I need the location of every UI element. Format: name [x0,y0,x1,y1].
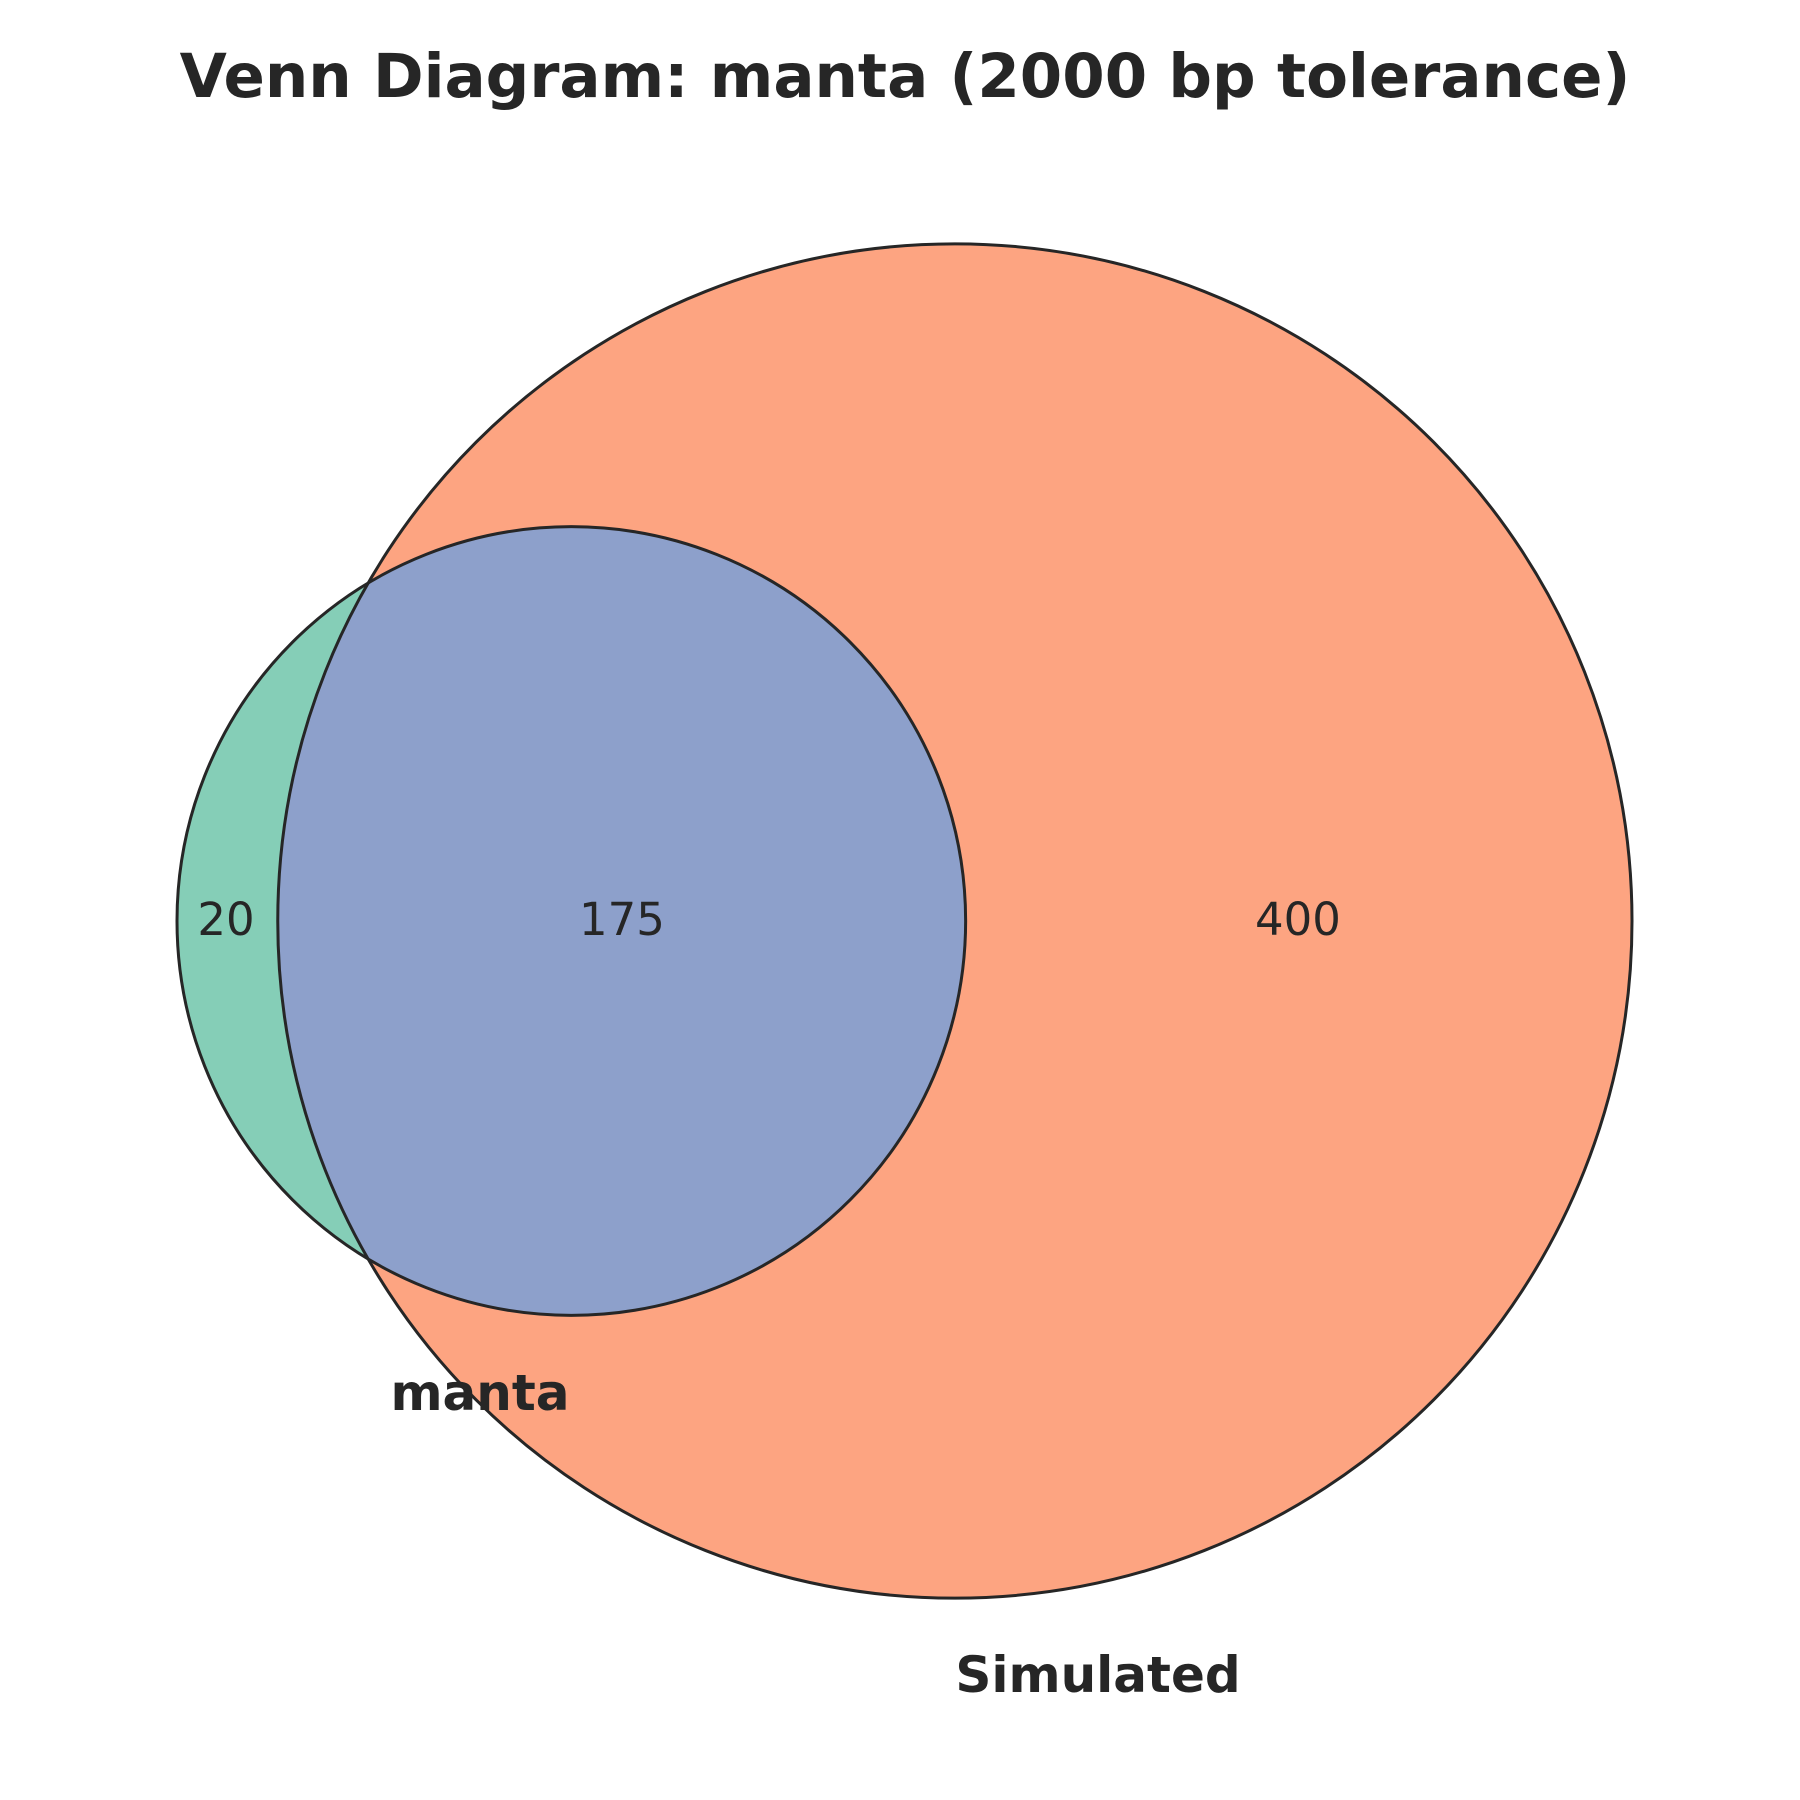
chart-title: Venn Diagram: manta (2000 bp tolerance) [180,41,1631,112]
manta-only-count: 20 [197,893,254,946]
intersection-count: 175 [579,893,665,946]
simulated-set-label: Simulated [955,1646,1240,1704]
intersection-region [277,526,966,1316]
simulated-only-count: 400 [1255,893,1341,946]
manta-circle-outline [175,525,968,1317]
manta-set-label: manta [390,1364,569,1422]
simulated-circle-outline [276,242,1634,1600]
